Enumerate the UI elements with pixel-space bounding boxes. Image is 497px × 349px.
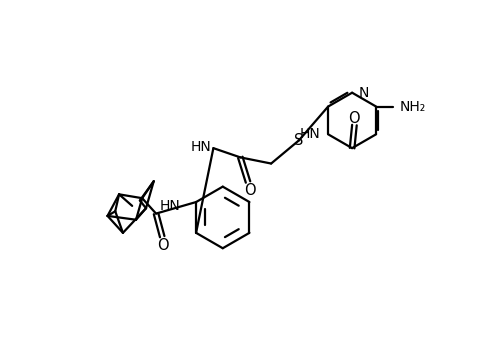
Text: O: O xyxy=(157,238,169,253)
Text: HN: HN xyxy=(300,127,321,141)
Text: N: N xyxy=(359,87,369,101)
Text: NH₂: NH₂ xyxy=(399,99,425,113)
Text: O: O xyxy=(245,183,256,198)
Text: HN: HN xyxy=(159,199,180,213)
Text: S: S xyxy=(294,133,304,148)
Text: O: O xyxy=(348,111,360,126)
Text: HN: HN xyxy=(191,140,212,154)
